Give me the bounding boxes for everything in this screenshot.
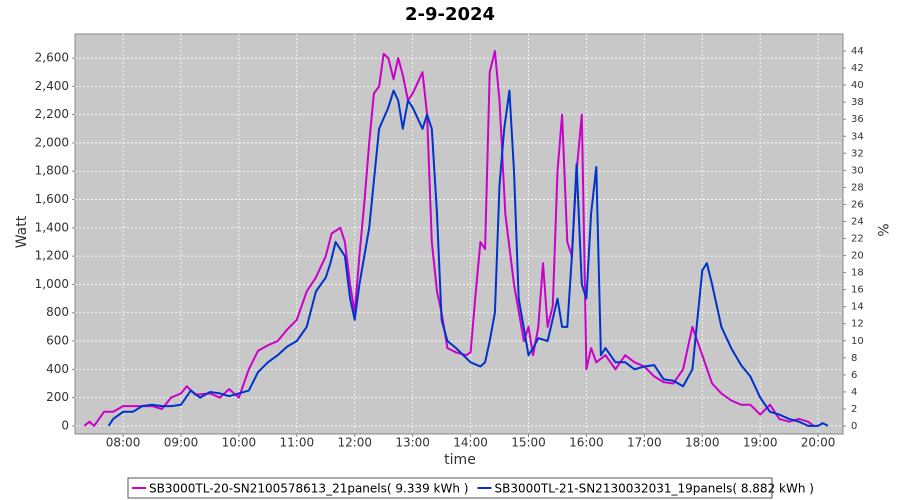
- y2-tick-label: 28: [851, 182, 864, 193]
- y2-tick-label: 34: [851, 131, 864, 142]
- series-line: [83, 50, 815, 427]
- legend: [127, 477, 773, 499]
- x-tick-label: 15:00: [511, 436, 546, 450]
- x-tick-label: 18:00: [685, 436, 720, 450]
- y-tick-label: 1,600: [35, 192, 69, 206]
- y-tick-label: 2,400: [35, 79, 69, 93]
- y2-tick-label: 24: [851, 216, 864, 227]
- y-tick-label: 1,800: [35, 164, 69, 178]
- y-tick-label: 1,000: [35, 277, 69, 291]
- series-line: [107, 89, 829, 427]
- x-tick-label: 20:00: [801, 436, 836, 450]
- y2-tick-label: 16: [851, 285, 864, 296]
- y-tick-label: 2,600: [35, 51, 69, 65]
- y-tick-label: 1,400: [35, 220, 69, 234]
- y2-tick-label: 4: [851, 387, 857, 398]
- y-tick-label: 2,200: [35, 107, 69, 121]
- y2-axis-label: %: [874, 223, 890, 236]
- y2-tick-label: 10: [851, 336, 864, 347]
- y-tick-label: 0: [61, 418, 69, 432]
- y2-tick-label: 44: [851, 46, 864, 57]
- x-tick-label: 17:00: [627, 436, 662, 450]
- y2-tick-label: 36: [851, 114, 864, 125]
- x-tick-label: 19:00: [743, 436, 778, 450]
- y2-tick-label: 42: [851, 63, 864, 74]
- y-tick-label: 1,200: [35, 249, 69, 263]
- legend-label: SB3000TL-20-SN2100578613_21panels( 9.339…: [149, 482, 468, 496]
- y2-tick-label: 40: [851, 80, 864, 91]
- x-tick-label: 10:00: [222, 436, 257, 450]
- legend-label: SB3000TL-21-SN2130032031_19panels( 8.882…: [494, 482, 813, 496]
- y-tick-label: 400: [46, 362, 69, 376]
- y2-tick-label: 12: [851, 319, 864, 330]
- y2-tick-label: 22: [851, 234, 864, 245]
- plot-area: [74, 33, 844, 435]
- y2-tick-label: 2: [851, 404, 857, 415]
- y2-tick-label: 26: [851, 199, 864, 210]
- x-tick-label: 14:00: [453, 436, 488, 450]
- x-tick-label: 09:00: [164, 436, 199, 450]
- x-tick-label: 13:00: [395, 436, 430, 450]
- y2-tick-label: 0: [851, 421, 857, 432]
- y-tick-label: 2,000: [35, 135, 69, 149]
- y2-tick-label: 6: [851, 370, 857, 381]
- y-axis-label: Watt: [14, 215, 30, 248]
- y-tick-label: 800: [46, 305, 69, 319]
- y2-tick-label: 14: [851, 302, 864, 313]
- x-axis-label: time: [444, 452, 476, 468]
- y-tick-label: 600: [46, 334, 69, 348]
- y2-tick-label: 20: [851, 251, 864, 262]
- y2-tick-label: 8: [851, 353, 857, 364]
- x-tick-label: 12:00: [337, 436, 372, 450]
- y-tick-label: 200: [46, 390, 69, 404]
- y2-tick-label: 32: [851, 148, 864, 159]
- x-tick-label: 11:00: [280, 436, 315, 450]
- y2-tick-label: 38: [851, 97, 864, 108]
- y2-tick-label: 30: [851, 165, 864, 176]
- y2-tick-label: 18: [851, 268, 864, 279]
- x-tick-label: 08:00: [106, 436, 141, 450]
- x-tick-label: 16:00: [569, 436, 604, 450]
- chart-title: 2-9-2024: [405, 4, 495, 25]
